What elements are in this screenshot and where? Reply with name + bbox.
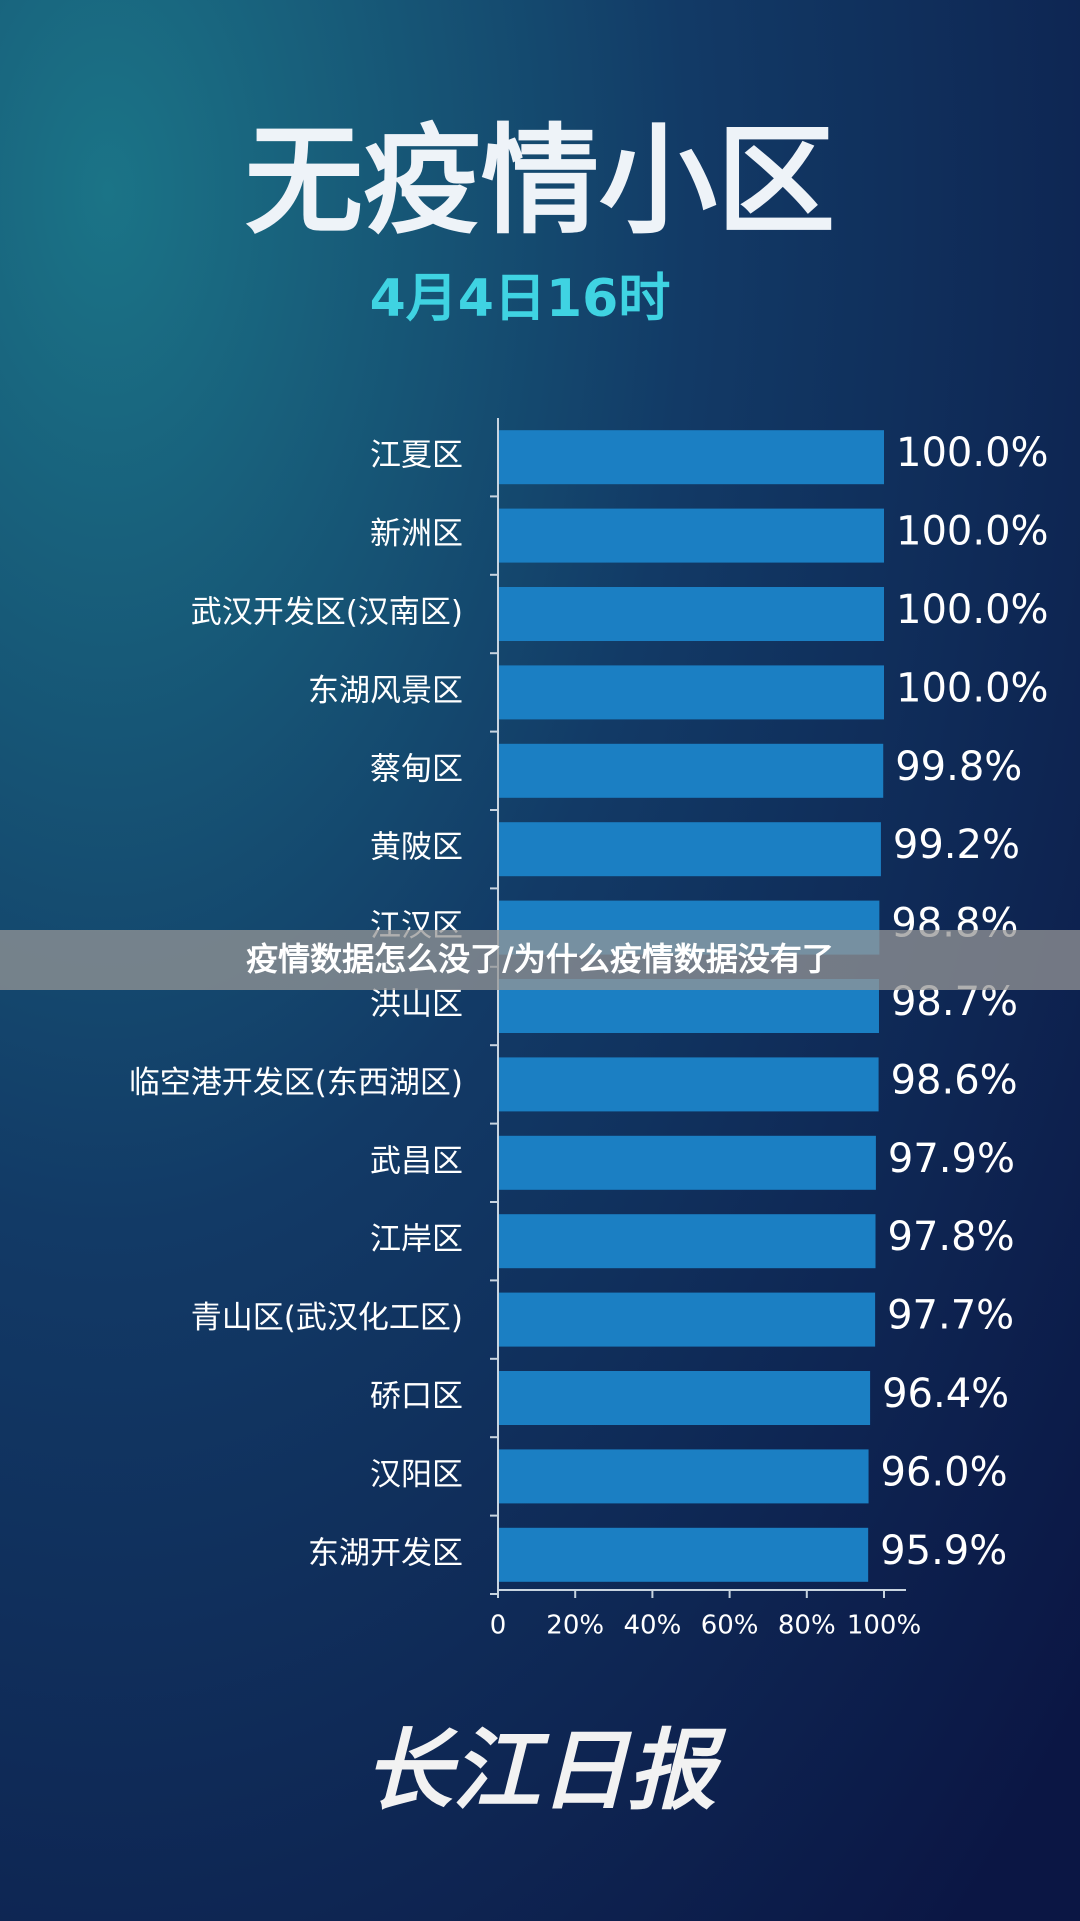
bar	[499, 508, 884, 563]
x-tick-label: 0	[490, 1611, 507, 1641]
value-label: 99.8%	[895, 744, 1022, 790]
value-label: 97.7%	[887, 1293, 1014, 1339]
value-label: 98.6%	[891, 1057, 1018, 1103]
value-label: 96.4%	[882, 1371, 1009, 1417]
x-tick-label: 20%	[546, 1611, 604, 1641]
y-tick-label: 汉阳区	[370, 1457, 463, 1493]
bar	[499, 743, 884, 798]
value-label: 100.0%	[896, 430, 1049, 476]
bar	[499, 665, 884, 720]
value-label: 97.8%	[888, 1214, 1015, 1260]
value-label: 100.0%	[896, 509, 1049, 555]
bar	[499, 822, 881, 877]
y-tick-label: 临空港开发区(东西湖区)	[129, 1065, 463, 1101]
logo: 长江日报	[364, 1718, 727, 1822]
y-tick-label: 武汉开发区(汉南区)	[191, 595, 463, 631]
y-tick-label: 江夏区	[370, 438, 463, 474]
value-label: 95.9%	[880, 1528, 1007, 1574]
bar	[499, 1135, 876, 1190]
x-tick-label: 80%	[778, 1611, 836, 1641]
bar	[499, 1214, 876, 1269]
y-tick-label: 黄陂区	[370, 830, 463, 866]
overlay-banner	[0, 930, 1080, 990]
bar	[499, 587, 884, 641]
y-tick-label: 青山区(武汉化工区)	[191, 1300, 463, 1336]
value-label: 100.0%	[896, 665, 1049, 711]
y-tick-label: 蔡甸区	[370, 751, 463, 787]
x-tick-label: 40%	[624, 1611, 682, 1641]
x-tick-label: 100%	[847, 1611, 921, 1641]
bar	[499, 1057, 879, 1112]
bar	[499, 1292, 876, 1347]
bar	[499, 1449, 869, 1504]
value-label: 99.2%	[893, 822, 1020, 868]
y-tick-label: 洪山区	[370, 987, 463, 1023]
overlay-text: 疫情数据怎么没了/为什么疫情数据没有了	[246, 940, 834, 978]
bar	[499, 1527, 869, 1582]
chart-subtitle: 4月4日16时	[370, 269, 671, 329]
value-label: 97.9%	[888, 1136, 1015, 1182]
y-tick-label: 东湖风景区	[308, 673, 463, 709]
chart-title: 无疫情小区	[245, 112, 835, 250]
value-label: 96.0%	[881, 1449, 1008, 1495]
y-tick-label: 东湖开发区	[308, 1535, 463, 1571]
y-tick-label: 新洲区	[370, 516, 463, 552]
y-tick-label: 江岸区	[370, 1222, 463, 1258]
bar	[499, 1371, 871, 1425]
y-tick-label: 硚口区	[370, 1379, 463, 1415]
bar	[499, 430, 884, 485]
y-tick-label: 武昌区	[370, 1143, 463, 1179]
x-tick-label: 60%	[701, 1611, 759, 1641]
value-label: 100.0%	[896, 587, 1049, 633]
